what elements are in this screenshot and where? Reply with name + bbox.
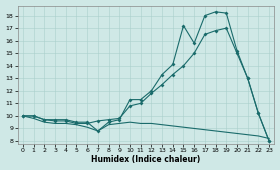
X-axis label: Humidex (Indice chaleur): Humidex (Indice chaleur) bbox=[91, 155, 201, 164]
